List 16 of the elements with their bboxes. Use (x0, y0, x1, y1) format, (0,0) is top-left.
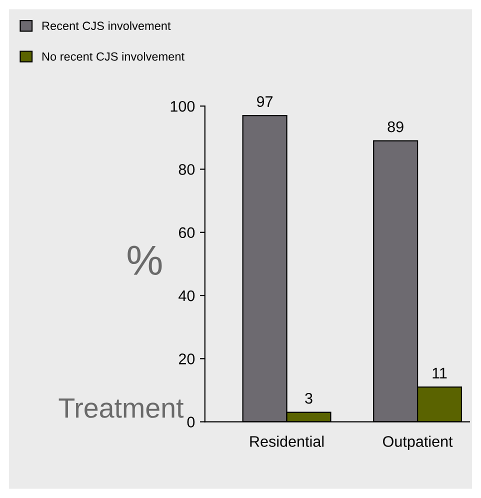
data-label: 97 (257, 96, 273, 107)
x-tick-label: Residential (250, 436, 324, 447)
y-axis-title: % (128, 246, 162, 275)
legend-label: No recent CJS involvement (42, 52, 184, 61)
y-tick-label: 0 (187, 416, 195, 428)
y-tick-label: 40 (178, 290, 195, 302)
data-label: 11 (432, 368, 447, 378)
y-tick-label: 100 (170, 100, 195, 112)
data-label: 3 (305, 392, 312, 404)
x-tick-label: Outpatient (383, 436, 453, 450)
y-tick-label: 80 (178, 164, 195, 175)
y-tick-label: 20 (178, 354, 195, 364)
y-tick-label: 60 (178, 227, 195, 238)
legend-label: Recent CJS involvement (42, 21, 171, 30)
x-axis-title: Treatment (58, 398, 184, 418)
data-label: 89 (388, 121, 404, 132)
